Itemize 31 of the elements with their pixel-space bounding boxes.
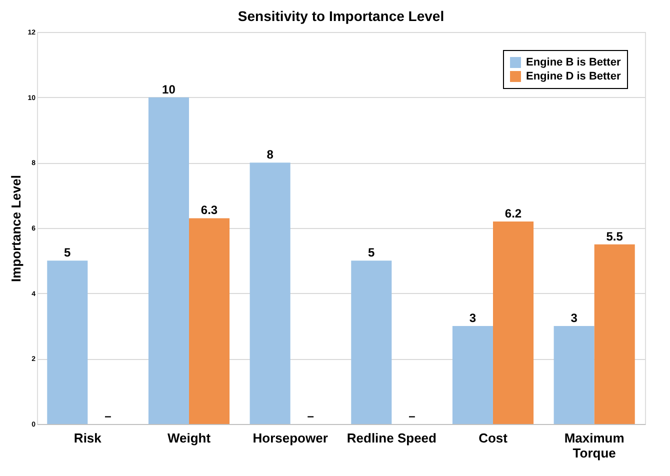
legend-label: Engine D is Better [526,70,622,82]
bar [493,221,534,424]
data-label: 6.2 [504,206,522,220]
chart-title: Sensitivity to Importance Level [238,8,444,24]
data-label: 10 [162,82,176,96]
x-tick-label: Risk [74,430,102,446]
x-tick-label: Weight [167,430,212,446]
data-label: 3 [469,311,476,325]
data-label: 6.3 [200,203,218,218]
data-label: 5 [64,246,72,260]
bar [351,260,392,424]
bar [47,260,88,424]
bar [594,244,635,424]
bar [554,326,594,424]
text: – [104,409,112,423]
bar [452,326,493,424]
x-tick-label: Maximum Torque [564,430,624,460]
x-tick-label: Horsepower [252,430,328,446]
text: – [307,409,314,423]
legend-label: Engine B is Better [526,56,622,68]
data-label: 8 [266,148,274,162]
data-label: 3 [570,311,578,325]
data-label: 5.5 [606,229,624,244]
bar [148,97,189,424]
text: – [408,409,416,423]
x-tick-label: Redline Speed [346,430,437,446]
bar [250,162,290,424]
bar [189,218,230,424]
y-axis-title: Importance Level [8,175,24,282]
data-label: 5 [368,246,376,260]
x-tick-label: Cost [478,430,508,446]
